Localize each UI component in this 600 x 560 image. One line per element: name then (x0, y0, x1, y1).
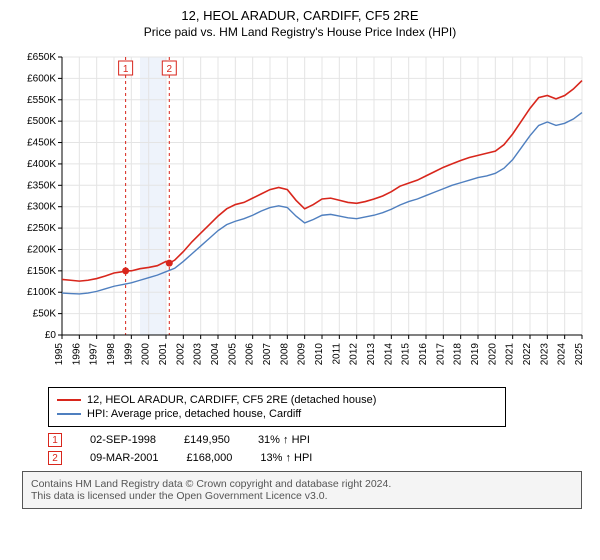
svg-text:2020: 2020 (487, 343, 498, 366)
chart-title-address: 12, HEOL ARADUR, CARDIFF, CF5 2RE (8, 8, 592, 23)
transaction-date-2: 09-MAR-2001 (90, 452, 158, 464)
transaction-row-1: 1 02-SEP-1998 £149,950 31% ↑ HPI (48, 433, 592, 447)
svg-text:1996: 1996 (71, 343, 82, 366)
svg-text:2002: 2002 (175, 343, 186, 366)
transaction-price-2: £168,000 (186, 452, 232, 464)
svg-text:2018: 2018 (453, 343, 464, 366)
legend-swatch-price (57, 399, 81, 401)
chart-title-subtitle: Price paid vs. HM Land Registry's House … (8, 25, 592, 39)
svg-text:2016: 2016 (418, 343, 429, 366)
legend-swatch-hpi (57, 413, 81, 415)
svg-text:£450K: £450K (27, 138, 56, 149)
legend-row-price: 12, HEOL ARADUR, CARDIFF, CF5 2RE (detac… (57, 394, 497, 406)
svg-text:£550K: £550K (27, 95, 56, 106)
license-line-1: Contains HM Land Registry data © Crown c… (31, 478, 573, 490)
svg-text:£400K: £400K (27, 159, 56, 170)
svg-text:£50K: £50K (33, 309, 57, 320)
legend-row-hpi: HPI: Average price, detached house, Card… (57, 408, 497, 420)
svg-text:2: 2 (167, 64, 173, 75)
svg-text:2005: 2005 (227, 343, 238, 366)
legend-label-hpi: HPI: Average price, detached house, Card… (87, 408, 301, 420)
price-chart-svg: £0 £50K £100K £150K £200K £250K £300K £350K £400… (8, 49, 588, 379)
chart-area: £0 £50K £100K £150K £200K £250K £300K £350K £400… (8, 49, 592, 379)
transaction-diff-1: 31% ↑ HPI (258, 434, 310, 446)
svg-text:2013: 2013 (366, 343, 377, 366)
svg-text:£200K: £200K (27, 244, 56, 255)
svg-text:2012: 2012 (349, 343, 360, 366)
svg-text:2021: 2021 (505, 343, 516, 366)
svg-text:1: 1 (123, 64, 129, 75)
svg-text:£500K: £500K (27, 116, 56, 127)
transaction-row-2: 2 09-MAR-2001 £168,000 13% ↑ HPI (48, 451, 592, 465)
transaction-date-1: 02-SEP-1998 (90, 434, 156, 446)
svg-text:£350K: £350K (27, 180, 56, 191)
svg-text:£150K: £150K (27, 266, 56, 277)
svg-text:£250K: £250K (27, 223, 56, 234)
transaction-marker-1: 1 (48, 433, 62, 447)
svg-text:2010: 2010 (314, 343, 325, 366)
svg-text:2000: 2000 (141, 343, 152, 366)
svg-text:2011: 2011 (331, 343, 342, 365)
legend: 12, HEOL ARADUR, CARDIFF, CF5 2RE (detac… (48, 387, 506, 427)
svg-text:2025: 2025 (574, 343, 585, 366)
svg-text:1998: 1998 (106, 343, 117, 366)
svg-text:£100K: £100K (27, 287, 56, 298)
license-notice: Contains HM Land Registry data © Crown c… (22, 471, 582, 509)
svg-text:£300K: £300K (27, 202, 56, 213)
svg-text:2017: 2017 (435, 343, 446, 366)
svg-text:2009: 2009 (297, 343, 308, 366)
svg-text:£600K: £600K (27, 73, 56, 84)
svg-text:2014: 2014 (383, 343, 394, 366)
svg-text:2019: 2019 (470, 343, 481, 366)
transactions-table: 1 02-SEP-1998 £149,950 31% ↑ HPI 2 09-MA… (48, 433, 592, 465)
legend-label-price: 12, HEOL ARADUR, CARDIFF, CF5 2RE (detac… (87, 394, 376, 406)
svg-text:1999: 1999 (123, 343, 134, 366)
svg-text:2015: 2015 (401, 343, 412, 366)
svg-text:2004: 2004 (210, 343, 221, 366)
svg-text:£650K: £650K (27, 52, 56, 63)
svg-text:1995: 1995 (54, 343, 65, 366)
svg-text:2007: 2007 (262, 343, 273, 366)
svg-text:£0: £0 (45, 330, 57, 341)
svg-text:2023: 2023 (539, 343, 550, 366)
svg-text:2006: 2006 (245, 343, 256, 366)
transaction-marker-2: 2 (48, 451, 62, 465)
svg-text:2022: 2022 (522, 343, 533, 366)
svg-text:2024: 2024 (557, 343, 568, 366)
svg-text:2003: 2003 (193, 343, 204, 366)
transaction-diff-2: 13% ↑ HPI (260, 452, 312, 464)
transaction-price-1: £149,950 (184, 434, 230, 446)
svg-text:2008: 2008 (279, 343, 290, 366)
svg-text:2001: 2001 (158, 343, 169, 366)
license-line-2: This data is licensed under the Open Gov… (31, 490, 573, 502)
svg-text:1997: 1997 (89, 343, 100, 366)
